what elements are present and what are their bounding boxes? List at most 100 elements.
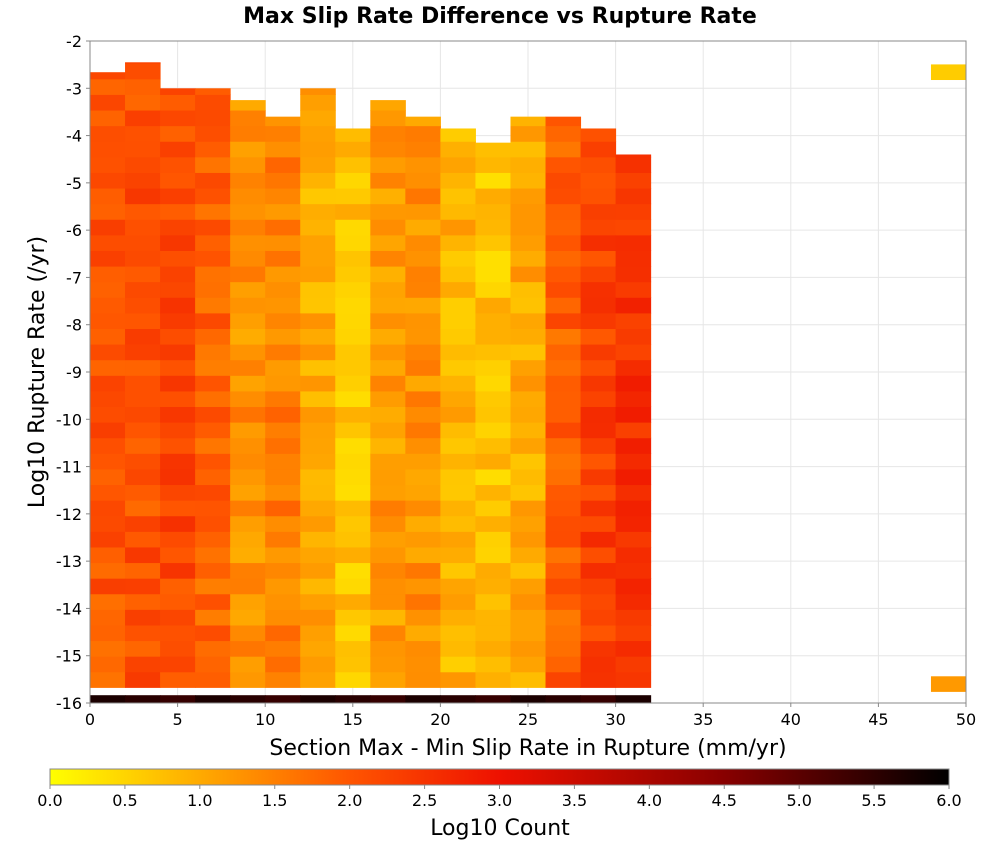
heatmap-cell	[510, 531, 547, 548]
heatmap-cell	[440, 422, 476, 439]
heatmap-cell	[440, 624, 476, 642]
heatmap-cell	[545, 359, 582, 376]
heatmap-cell	[545, 500, 582, 517]
heatmap-cell	[475, 266, 511, 283]
heatmap-cell	[230, 453, 266, 470]
heatmap-cell	[545, 156, 582, 173]
heatmap-cell	[300, 671, 336, 688]
heatmap-cell-bottom	[160, 695, 196, 703]
heatmap-cell	[510, 188, 547, 205]
heatmap-cell	[615, 203, 652, 220]
heatmap-cell	[370, 390, 406, 408]
heatmap-cell	[615, 453, 652, 470]
heatmap-cell	[615, 344, 652, 361]
heatmap-cell	[475, 500, 511, 517]
heatmap-cell	[125, 453, 161, 470]
heatmap-cell	[405, 266, 441, 283]
heatmap-cell	[265, 640, 301, 657]
heatmap-cell	[405, 281, 441, 298]
colorbar-ticks: 0.0 0.5 1.0 1.5 2.0 2.5 3.0 3.5 4.0 4.5 5.0 5.5 6.0	[37, 785, 962, 810]
heatmap-cell	[615, 234, 652, 251]
heatmap-cell	[370, 266, 406, 283]
heatmap-cell	[265, 172, 301, 189]
heatmap-cell	[90, 328, 126, 345]
heatmap-cell	[370, 468, 406, 486]
heatmap-cell	[405, 406, 441, 423]
heatmap-cell	[475, 656, 511, 673]
heatmap-cell	[300, 468, 336, 486]
heatmap-cell	[265, 562, 301, 579]
heatmap-cell	[405, 125, 441, 142]
heatmap-cell	[160, 250, 196, 267]
heatmap-cell	[440, 344, 476, 361]
heatmap-cell	[125, 390, 161, 408]
heatmap-cell	[90, 406, 126, 423]
heatmap-cell	[440, 297, 476, 314]
heatmap-cell	[580, 266, 617, 283]
heatmap-cell	[195, 624, 231, 642]
heatmap-cell	[580, 250, 617, 267]
heatmap-cell	[510, 156, 547, 173]
heatmap-cell	[440, 468, 476, 486]
heatmap-cell	[160, 281, 196, 298]
heatmap-cell	[160, 141, 196, 158]
heatmap-cell	[335, 390, 371, 408]
heatmap-cell	[195, 453, 231, 470]
heatmap-cell	[475, 593, 511, 610]
heatmap-cell	[125, 281, 161, 298]
heatmap-cell	[405, 250, 441, 267]
heatmap-cell	[265, 203, 301, 220]
heatmap-cell	[230, 546, 266, 564]
heatmap-cell	[335, 344, 371, 361]
heatmap-cell	[300, 593, 336, 610]
heatmap-cell	[335, 422, 371, 439]
heatmap-cell	[475, 328, 511, 345]
heatmap-cell	[125, 219, 161, 236]
heatmap-cell	[405, 219, 441, 236]
heatmap-cell	[125, 344, 161, 361]
y-tick-label: -12	[56, 505, 82, 524]
heatmap-cell	[90, 531, 126, 548]
heatmap-cell	[510, 453, 547, 470]
heatmap-cell	[160, 219, 196, 236]
heatmap-cell	[370, 100, 406, 111]
heatmap-cell	[370, 219, 406, 236]
heatmap-cell	[90, 156, 126, 173]
heatmap-cell	[230, 656, 266, 673]
y-tick-label: -7	[66, 268, 82, 287]
heatmap-cell	[230, 281, 266, 298]
heatmap-cell	[265, 116, 301, 127]
heatmap-cell	[265, 578, 301, 595]
heatmap-cell	[510, 671, 547, 688]
heatmap-cell	[335, 375, 371, 392]
heatmap-cell	[370, 359, 406, 376]
heatmap-cell	[510, 116, 547, 127]
heatmap-cell	[545, 172, 582, 189]
heatmap-cell	[90, 344, 126, 361]
heatmap-cell	[475, 609, 511, 626]
heatmap-cell	[580, 422, 617, 439]
heatmap-cell	[160, 266, 196, 283]
heatmap-cell	[440, 390, 476, 408]
heatmap-cell	[195, 562, 231, 579]
heatmap-cell	[370, 141, 406, 158]
heatmap-cell	[440, 531, 476, 548]
heatmap-cell	[300, 250, 336, 267]
x-tick-label: 25	[518, 710, 538, 729]
heatmap-cell	[265, 219, 301, 236]
heatmap-cell	[510, 515, 547, 532]
heatmap-cell	[125, 266, 161, 283]
x-tick-label: 35	[693, 710, 713, 729]
heatmap-cell	[195, 281, 231, 298]
heatmap-cell	[475, 344, 511, 361]
heatmap-cell	[195, 250, 231, 267]
heatmap-cell	[265, 656, 301, 673]
heatmap-cell	[90, 203, 126, 220]
heatmap-cell	[195, 422, 231, 439]
heatmap-cell	[615, 437, 652, 454]
heatmap-cell	[510, 422, 547, 439]
heatmap-cell	[580, 297, 617, 314]
x-tick-label: 40	[781, 710, 801, 729]
heatmap-cell	[195, 390, 231, 408]
heatmap-cell	[370, 531, 406, 548]
